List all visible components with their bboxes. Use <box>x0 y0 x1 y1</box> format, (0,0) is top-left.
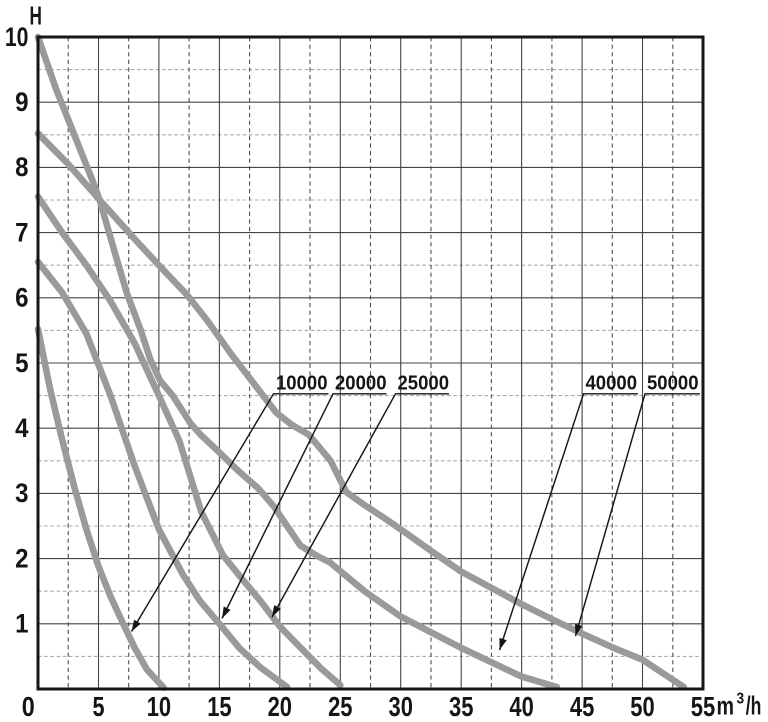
svg-text:4: 4 <box>15 413 28 443</box>
svg-text:m: m <box>717 691 735 721</box>
svg-text:7: 7 <box>15 217 28 247</box>
svg-text:6: 6 <box>15 283 28 313</box>
svg-text:H: H <box>30 0 42 30</box>
svg-text:40000: 40000 <box>586 373 638 395</box>
svg-text:20000: 20000 <box>335 373 387 395</box>
svg-text:15: 15 <box>207 691 231 722</box>
svg-text:2: 2 <box>15 543 28 573</box>
svg-text:0: 0 <box>22 691 35 722</box>
svg-text:50000: 50000 <box>647 373 699 395</box>
svg-text:55: 55 <box>691 691 715 722</box>
svg-text:3: 3 <box>737 691 745 708</box>
svg-text:10: 10 <box>5 22 29 52</box>
svg-text:/h: /h <box>746 691 762 721</box>
svg-text:8: 8 <box>15 152 28 182</box>
svg-text:50: 50 <box>630 691 654 722</box>
svg-text:3: 3 <box>15 478 28 508</box>
svg-text:45: 45 <box>570 691 594 722</box>
svg-text:10000: 10000 <box>276 373 328 395</box>
svg-text:10: 10 <box>147 691 171 722</box>
svg-text:30: 30 <box>389 691 413 722</box>
svg-text:40: 40 <box>509 691 533 722</box>
svg-text:5: 5 <box>93 691 105 722</box>
svg-text:9: 9 <box>15 87 28 117</box>
svg-text:35: 35 <box>449 691 473 722</box>
svg-text:5: 5 <box>15 348 28 378</box>
svg-text:25000: 25000 <box>398 373 450 395</box>
svg-text:20: 20 <box>268 691 292 722</box>
svg-text:1: 1 <box>15 609 28 639</box>
svg-text:25: 25 <box>328 691 352 722</box>
